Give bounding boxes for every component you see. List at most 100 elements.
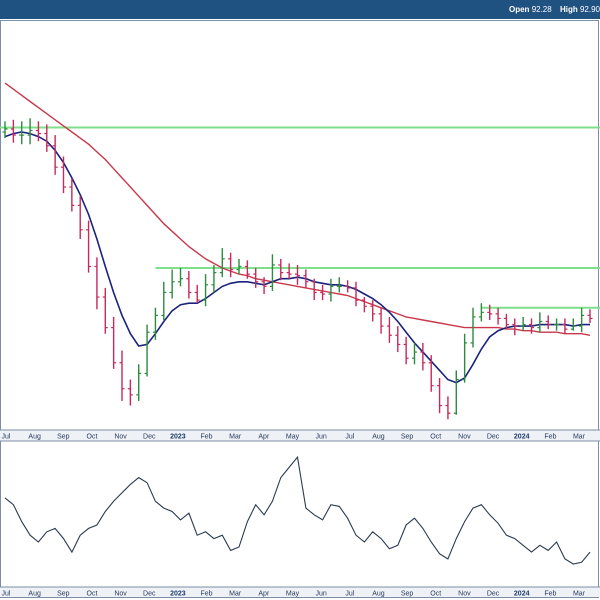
price-bar <box>261 277 267 294</box>
price-bar <box>495 307 501 325</box>
price-bar <box>86 220 92 273</box>
time-axis-label: Jun <box>316 434 327 441</box>
price-bar <box>453 370 459 415</box>
time-axis-label: Dec <box>487 434 500 441</box>
time-axis-label-lower: Oct <box>87 591 98 598</box>
price-bar <box>554 318 560 331</box>
high-label: High <box>559 5 578 14</box>
price-bar <box>295 264 300 285</box>
time-axis-label: Sep <box>401 434 414 441</box>
time-axis-label-lower: Feb <box>201 591 213 598</box>
price-bar <box>562 318 568 334</box>
time-axis-label: Feb <box>544 434 556 441</box>
time-axis-label-lower: Dec <box>143 591 156 598</box>
time-axis-label-lower: Mar <box>573 591 586 598</box>
fast-moving-average-line <box>4 131 590 384</box>
price-bar <box>244 260 250 279</box>
price-bar <box>403 336 409 365</box>
price-bar <box>537 312 543 333</box>
time-axis-label-lower: Jun <box>316 591 327 598</box>
open-label: Open <box>509 5 530 14</box>
time-axis-label: Jul <box>2 434 11 441</box>
price-bar <box>186 271 192 299</box>
time-axis-label: Oct <box>430 434 441 441</box>
price-bar <box>386 316 392 343</box>
time-axis-label-lower: Aug <box>372 591 385 598</box>
open-value: 92.28 <box>531 5 552 14</box>
price-bar <box>353 281 359 307</box>
time-axis-label-lower: Sep <box>401 591 414 598</box>
price-bar <box>94 257 100 310</box>
price-bar <box>119 350 125 401</box>
price-bar <box>69 177 75 212</box>
slow-moving-average-line <box>4 82 591 336</box>
price-bar <box>370 300 376 322</box>
price-bar <box>52 135 58 175</box>
time-axis-label: Aug <box>372 434 385 441</box>
price-bar <box>587 309 593 324</box>
price-bar <box>311 278 317 301</box>
price-bar <box>286 263 292 279</box>
time-axis-label: Nov <box>458 434 471 441</box>
price-bar <box>395 326 401 353</box>
price-bar <box>253 268 259 288</box>
time-axis-label: 2023 <box>170 434 186 441</box>
price-bar <box>445 396 451 420</box>
price-bar <box>428 355 434 392</box>
time-axis-label: Dec <box>143 434 156 441</box>
time-axis-label: Oct <box>87 434 98 441</box>
price-bar <box>27 118 33 145</box>
price-bar <box>412 342 417 365</box>
price-bar <box>35 121 41 142</box>
price-bar <box>269 254 275 291</box>
price-bar <box>136 364 142 401</box>
chart-frame <box>0 20 599 598</box>
price-bar <box>361 297 367 313</box>
price-bar <box>478 303 484 322</box>
price-bar <box>345 280 351 293</box>
price-bar <box>420 342 426 371</box>
time-axis-label-lower: May <box>286 591 300 598</box>
time-axis-label: 2024 <box>514 434 530 441</box>
time-axis-label-lower: 2024 <box>514 591 530 598</box>
price-bar <box>228 252 234 278</box>
time-axis-strip-lower <box>0 587 600 597</box>
price-bar <box>378 307 384 334</box>
time-axis-label-lower: Jul <box>2 591 11 598</box>
time-axis-label: Sep <box>57 434 70 441</box>
time-axis-label-lower: Jul <box>345 591 354 598</box>
price-bar <box>161 281 167 320</box>
price-bar <box>512 318 518 336</box>
price-bar <box>102 287 108 334</box>
indicator-line <box>4 455 591 565</box>
time-axis-label: Mar <box>573 434 586 441</box>
price-bar <box>194 284 200 304</box>
time-axis-label-lower: Feb <box>544 591 556 598</box>
price-bar <box>178 268 183 287</box>
price-bar <box>61 156 66 194</box>
ohlc-readout: Open 92.28 High 92.90 Lo <box>509 0 600 19</box>
price-bar <box>152 307 158 340</box>
price-bar <box>487 304 493 320</box>
time-axis-label: Apr <box>258 434 270 441</box>
price-bar <box>2 121 8 139</box>
price-bar <box>520 316 526 331</box>
price-bar <box>320 284 326 301</box>
time-axis-label-lower: Apr <box>258 591 270 598</box>
price-bar <box>303 269 309 288</box>
price-bar <box>44 124 50 152</box>
price-bar <box>211 264 217 293</box>
chart-header-bar: Open 92.28 High 92.90 Lo <box>0 0 600 19</box>
time-axis-label-lower: Nov <box>458 591 471 598</box>
price-bar <box>278 258 284 281</box>
price-bar <box>77 196 83 239</box>
price-bar <box>503 313 509 330</box>
price-bar <box>328 278 334 302</box>
price-bar <box>529 318 534 334</box>
time-axis-label-lower: Dec <box>487 591 500 598</box>
price-bar <box>111 316 117 369</box>
time-axis-label-lower: Aug <box>28 591 41 598</box>
time-axis-label-lower: Mar <box>229 591 242 598</box>
price-bar <box>437 378 443 414</box>
